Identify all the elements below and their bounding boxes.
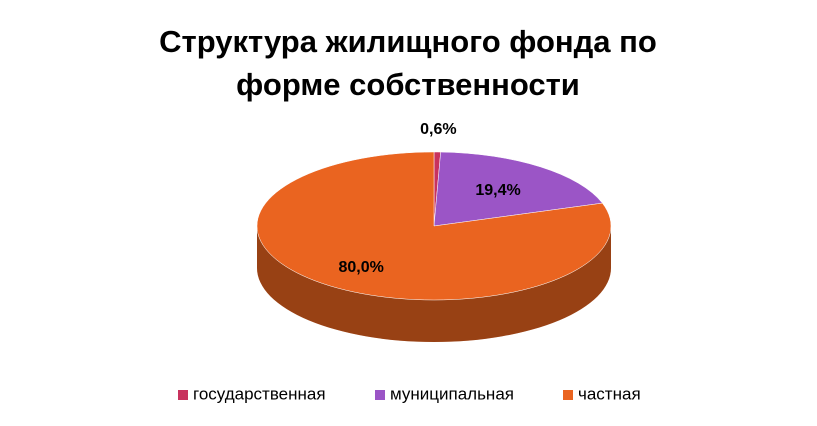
legend-label: муниципальная — [390, 384, 514, 403]
legend-swatch — [563, 390, 573, 400]
chart-title: Структура жилищного фонда по форме собст… — [159, 24, 657, 102]
side-shade — [257, 226, 611, 342]
legend-swatch — [178, 390, 188, 400]
slice — [256, 151, 612, 301]
legend-label: частная — [578, 384, 641, 403]
value-label: 19,4% — [475, 182, 520, 199]
slice — [433, 151, 603, 227]
slice-side — [257, 226, 611, 342]
value-label: 80,0% — [338, 259, 383, 276]
legend-swatch — [375, 390, 385, 400]
legend-label: государственная — [193, 384, 326, 403]
value-label: 0,6% — [420, 121, 456, 138]
